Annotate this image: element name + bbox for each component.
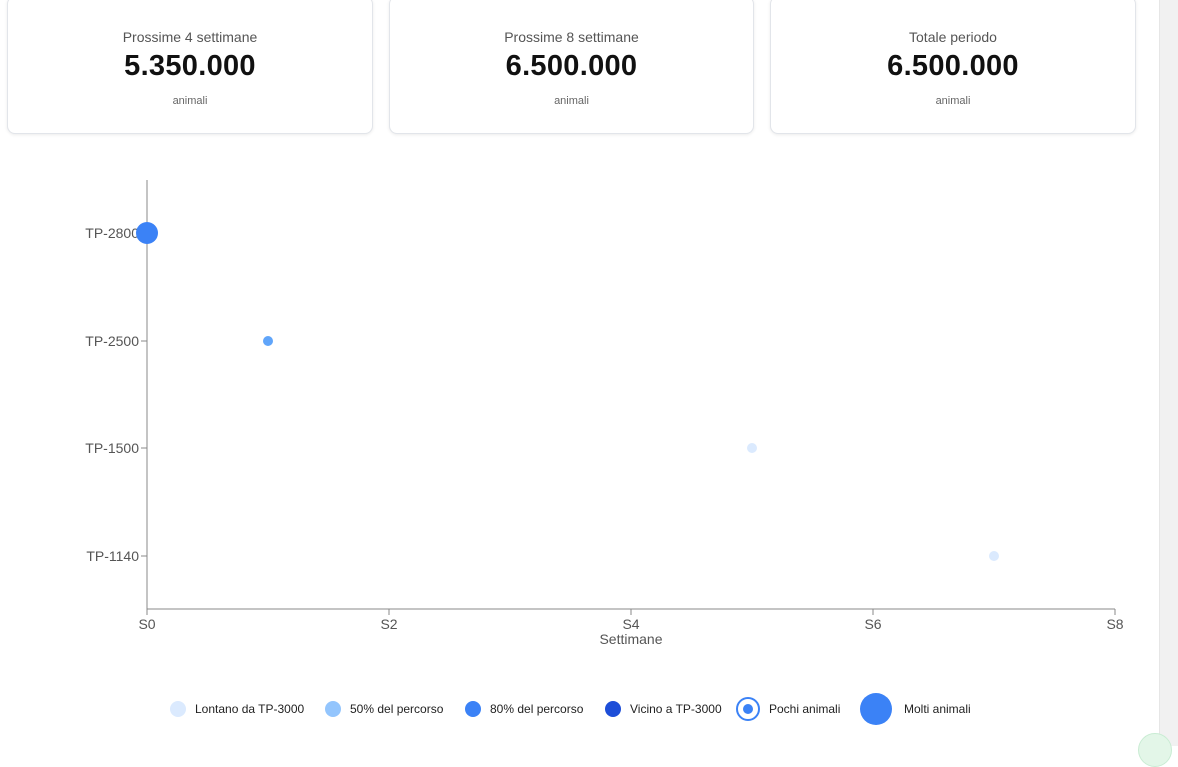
card-value: 6.500.000: [887, 50, 1019, 82]
legend-item-half: 50% del percorso: [325, 692, 443, 726]
chart-legend: Lontano da TP-3000 50% del percorso 80% …: [0, 692, 1178, 726]
legend-label: 50% del percorso: [350, 702, 444, 716]
dark-circle-icon: [605, 701, 621, 717]
scatter-chart: TP-1140 TP-1500 TP-2500 TP-2800 S0 S2 S4 S6 S8 Se…: [85, 180, 1124, 647]
card-label: Prossime 4 settimane: [122, 29, 258, 45]
summary-card-8-weeks: Prossime 8 settimane 6.500.000 animali: [389, 0, 754, 134]
x-tick-label: S0: [138, 616, 155, 632]
legend-item-far: Lontano da TP-3000: [170, 692, 304, 726]
x-axis-label: Settimane: [599, 631, 662, 647]
legend-label: Pochi animali: [769, 702, 841, 716]
ring-circle-icon: [736, 697, 760, 721]
data-point: [989, 551, 999, 561]
summary-card-4-weeks: Prossime 4 settimane 5.350.000 animali: [7, 0, 373, 134]
legend-label: Vicino a TP-3000: [630, 702, 722, 716]
legend-item-80: 80% del percorso: [465, 692, 583, 726]
data-point: [263, 336, 273, 346]
y-tick-label: TP-2500: [85, 333, 139, 349]
legend-item-few: Pochi animali: [736, 692, 840, 726]
x-tick-label: S2: [380, 616, 397, 632]
circle-icon: [465, 701, 481, 717]
summary-card-total: Totale periodo 6.500.000 animali: [770, 0, 1136, 134]
data-point: [136, 222, 158, 244]
y-tick-label: TP-2800: [85, 225, 139, 241]
vertical-scrollbar[interactable]: [1159, 0, 1178, 746]
y-tick-label: TP-1500: [85, 440, 139, 456]
legend-item-near: Vicino a TP-3000: [605, 692, 722, 726]
legend-item-many: Molti animali: [860, 692, 971, 726]
light-circle-icon: [170, 701, 186, 717]
legend-label: Lontano da TP-3000: [195, 702, 305, 716]
card-value: 6.500.000: [505, 50, 638, 82]
card-label: Totale periodo: [909, 29, 997, 45]
card-unit: animali: [554, 95, 589, 107]
card-unit: animali: [172, 95, 208, 107]
card-unit: animali: [935, 95, 971, 107]
x-tick-label: S4: [622, 616, 639, 632]
legend-label: Molti animali: [904, 702, 971, 716]
card-label: Prossime 8 settimane: [504, 29, 639, 45]
legend-label: 80% del percorso: [490, 702, 584, 716]
x-tick-label: S8: [1106, 616, 1123, 632]
circle-icon: [325, 701, 341, 717]
chat-icon[interactable]: [1138, 733, 1172, 767]
large-circle-icon: [860, 693, 892, 725]
x-tick-label: S6: [864, 616, 881, 632]
card-value: 5.350.000: [124, 50, 256, 82]
y-tick-label: TP-1140: [86, 548, 139, 564]
data-point: [747, 443, 757, 453]
